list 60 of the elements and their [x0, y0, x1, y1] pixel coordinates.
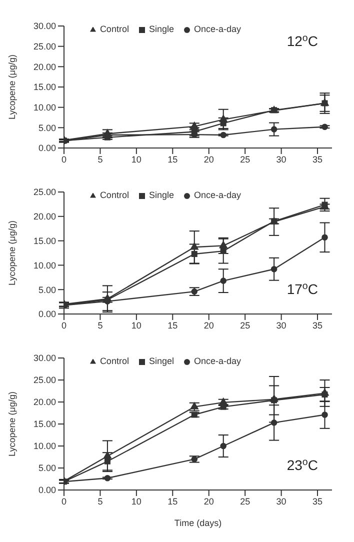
y-tick-label: 5.00: [38, 284, 56, 295]
legend-label: Control: [100, 190, 129, 200]
y-tick-label: 0.00: [38, 309, 56, 320]
x-tick-label: 0: [61, 320, 67, 330]
y-tick-label: 5.00: [38, 463, 56, 474]
x-tick-label: 10: [131, 496, 142, 506]
x-tick-label: 30: [276, 496, 286, 506]
legend-label: Once-a-day: [194, 24, 242, 34]
y-tick-label: 25.00: [33, 375, 56, 386]
annotation: 23$^{o}$C: [286, 456, 318, 473]
x-axis-title: Time (days): [174, 518, 222, 528]
x-tick-label: 15: [168, 496, 178, 506]
y-axis-title: Lycopene (μg/g): [7, 54, 18, 120]
x-tick-label: 35: [312, 320, 323, 330]
x-tick-label: 0: [61, 154, 67, 164]
x-tick-label: 20: [204, 496, 214, 506]
y-tick-label: 25.00: [33, 42, 56, 52]
legend-label: Once-a-day: [194, 190, 242, 200]
y-axis-title: Lycopene (μg/g): [7, 392, 18, 456]
x-tick-label: 35: [312, 496, 323, 506]
y-tick-label: 25.00: [33, 187, 56, 198]
y-tick-label: 15.00: [33, 82, 56, 92]
legend-label: Control: [100, 356, 129, 366]
x-tick-label: 0: [61, 496, 67, 506]
y-tick-label: 10.00: [33, 441, 56, 452]
y-tick-label: 20.00: [33, 397, 56, 408]
y-tick-label: 15.00: [33, 419, 56, 430]
x-tick-label: 25: [240, 154, 250, 164]
annotation: 17$^{o}$C: [286, 280, 318, 297]
y-axis-title: Lycopene (μg/g): [7, 220, 18, 286]
annotation: 12$^{o}$C: [286, 32, 318, 49]
y-tick-label: 15.00: [33, 236, 56, 246]
x-tick-label: 25: [240, 496, 250, 506]
legend-label: Single: [148, 190, 174, 200]
legend-label: Control: [100, 24, 129, 34]
x-tick-label: 20: [204, 320, 214, 330]
x-tick-label: 30: [276, 320, 286, 330]
x-tick-label: 25: [240, 320, 250, 330]
y-tick-label: 5.00: [38, 122, 56, 133]
x-tick-label: 5: [98, 496, 103, 506]
x-tick-label: 20: [204, 154, 214, 164]
y-tick-label: 10.00: [33, 260, 56, 270]
x-tick-label: 35: [312, 154, 323, 164]
legend-label: Singel: [148, 356, 174, 366]
x-tick-label: 10: [131, 154, 142, 164]
x-tick-label: 15: [168, 320, 178, 330]
x-tick-label: 5: [98, 320, 103, 330]
y-tick-label: 0.00: [38, 143, 56, 154]
x-tick-label: 15: [168, 154, 178, 164]
x-tick-label: 5: [98, 154, 103, 164]
y-tick-label: 20.00: [33, 62, 56, 72]
y-tick-label: 10.00: [33, 102, 56, 113]
legend-label: Single: [148, 24, 174, 34]
y-tick-label: 0.00: [38, 485, 56, 496]
legend-label: Once-a-day: [194, 356, 242, 366]
y-tick-label: 20.00: [33, 212, 56, 222]
y-tick-label: 30.00: [33, 353, 56, 364]
y-tick-label: 30.00: [33, 21, 56, 32]
x-tick-label: 10: [131, 320, 142, 330]
x-tick-label: 30: [276, 154, 286, 164]
